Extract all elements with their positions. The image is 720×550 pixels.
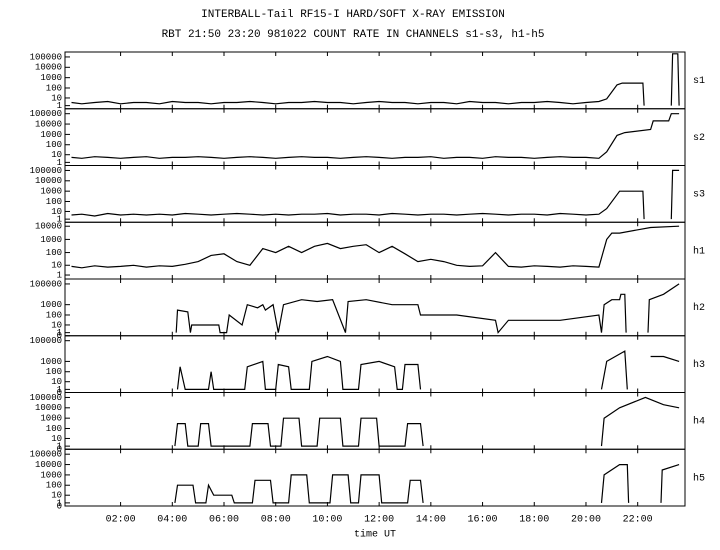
x-tick-label: 14:00	[416, 515, 446, 526]
y-tick-label: 1000	[40, 73, 62, 83]
y-tick-label: 10	[51, 93, 62, 103]
y-tick-label: 1	[57, 101, 62, 111]
panel-label: h4	[693, 416, 705, 428]
y-tick-label: 100	[46, 481, 62, 491]
chart-title: INTERBALL-Tail RF15-I HARD/SOFT X-RAY EM…	[201, 9, 505, 21]
x-axis-label: time UT	[354, 529, 396, 541]
y-tick-label: 1000	[40, 235, 62, 245]
y-tick-label: 1	[57, 385, 62, 395]
y-tick-label: 1000	[40, 300, 62, 310]
data-line	[175, 283, 680, 334]
y-tick-label: 10000	[35, 222, 62, 232]
y-tick-label: 100000	[30, 109, 62, 119]
y-tick-label: 0	[57, 445, 62, 455]
x-tick-label: 08:00	[261, 515, 291, 526]
y-tick-label: 1	[57, 158, 62, 168]
x-tick-label: 20:00	[571, 515, 601, 526]
y-tick-label: 10000	[35, 460, 62, 470]
y-tick-label: 100000	[30, 52, 62, 62]
y-tick-label: 10000	[35, 176, 62, 186]
panel-label: h3	[693, 359, 705, 371]
x-tick-label: 02:00	[106, 515, 136, 526]
y-tick-label: 10	[51, 150, 62, 160]
y-tick-label: 100	[46, 83, 62, 93]
y-tick-label: 1	[57, 270, 62, 280]
panel-frame	[64, 448, 686, 507]
chart-subtitle: RBT 21:50 23:20 981022 COUNT RATE IN CHA…	[162, 29, 545, 41]
y-tick-label: 100000	[30, 166, 62, 176]
y-tick-label: 0	[57, 388, 62, 398]
data-line	[71, 225, 680, 269]
y-tick-label: 1000	[40, 470, 62, 480]
y-tick-label: 10000	[35, 119, 62, 129]
x-tick-label: 10:00	[312, 515, 342, 526]
y-tick-label: 100	[46, 424, 62, 434]
y-tick-label: 1000	[40, 187, 62, 197]
x-tick-label: 22:00	[623, 515, 653, 526]
y-tick-label: 100000	[30, 279, 62, 289]
y-tick-label: 10	[51, 261, 62, 271]
y-tick-label: 10	[51, 434, 62, 444]
y-tick-label: 1	[57, 442, 62, 452]
y-tick-label: 1000	[40, 130, 62, 140]
data-line	[71, 169, 680, 220]
data-line	[71, 53, 680, 106]
y-tick-label: 10000	[35, 63, 62, 73]
y-tick-label: 10	[51, 491, 62, 501]
y-tick-label: 1000	[40, 357, 62, 367]
y-tick-label: 100	[46, 140, 62, 150]
y-tick-label: 100	[46, 197, 62, 207]
x-tick-label: 06:00	[209, 515, 239, 526]
data-line	[174, 396, 680, 447]
data-line	[71, 113, 680, 159]
y-tick-label: 100	[46, 367, 62, 377]
y-tick-label: 10000	[35, 403, 62, 413]
y-tick-label: 100	[46, 248, 62, 258]
y-tick-label: 1	[57, 328, 62, 338]
y-tick-label: 1000	[40, 414, 62, 424]
y-tick-label: 100000	[30, 336, 62, 346]
y-tick-label: 100000	[30, 450, 62, 460]
y-tick-label: 10	[51, 207, 62, 217]
y-tick-label: 0	[57, 501, 62, 511]
y-tick-label: 100	[46, 310, 62, 320]
data-line	[174, 464, 680, 504]
x-tick-label: 04:00	[157, 515, 187, 526]
x-tick-label: 12:00	[364, 515, 394, 526]
y-tick-label: 1	[57, 215, 62, 225]
panel-label: s2	[693, 133, 705, 144]
x-tick-label: 16:00	[468, 515, 498, 526]
y-tick-label: 100000	[30, 393, 62, 403]
x-tick-label: 18:00	[519, 515, 549, 526]
y-tick-label: 0	[57, 331, 62, 341]
data-line	[176, 350, 680, 390]
panel-label: h5	[693, 472, 705, 484]
panel-label: h1	[693, 245, 705, 257]
panel-label: h2	[693, 302, 705, 314]
y-tick-label: 1	[57, 498, 62, 508]
y-tick-label: 10	[51, 377, 62, 387]
y-tick-label: 10	[51, 320, 62, 330]
panel-label: s1	[693, 76, 705, 87]
panel-label: s3	[693, 190, 705, 201]
